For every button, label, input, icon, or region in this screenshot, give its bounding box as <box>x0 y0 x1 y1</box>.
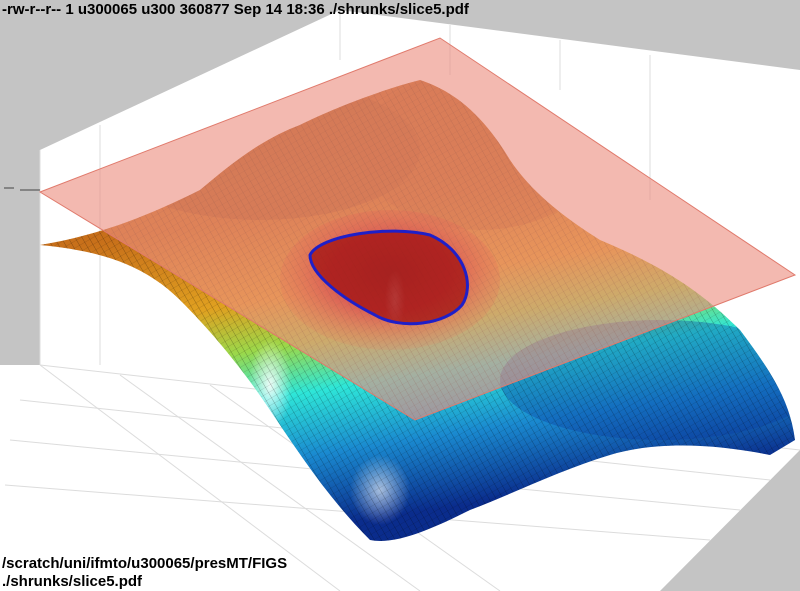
peak-above-plane <box>310 231 468 324</box>
file-listing-header: -rw-r--r-- 1 u300065 u300 360877 Sep 14 … <box>2 1 469 18</box>
file-name: ./shrunks/slice5.pdf <box>2 573 143 590</box>
directory-path: /scratch/uni/ifmto/u300065/presMT/FIGS <box>2 555 288 572</box>
slice-plane <box>38 37 797 421</box>
intersection-contour <box>308 229 469 326</box>
